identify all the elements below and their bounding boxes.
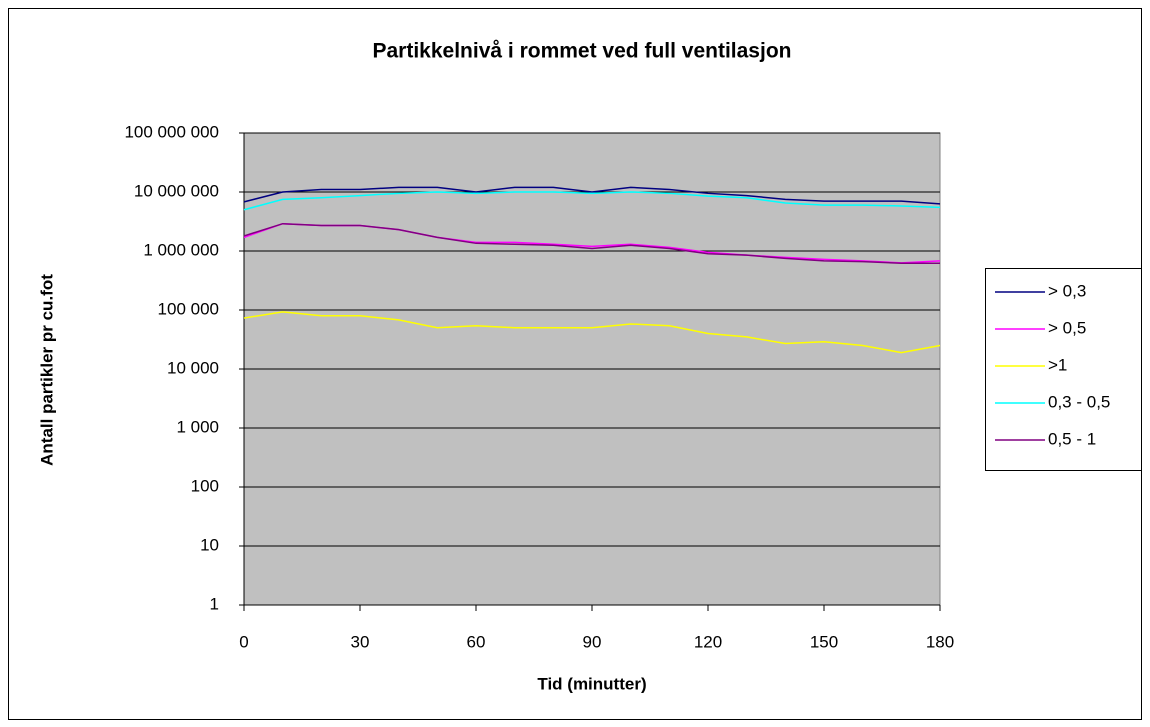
y-tick-label: 1 bbox=[210, 594, 219, 613]
legend bbox=[985, 268, 1142, 471]
y-tick-label: 1 000 bbox=[176, 417, 219, 436]
y-tick-label: 10 000 000 bbox=[134, 181, 219, 200]
series-line bbox=[243, 311, 941, 354]
x-tick-label: 90 bbox=[583, 632, 602, 651]
legend-label: > 0,3 bbox=[1048, 281, 1086, 300]
x-tick-label: 120 bbox=[694, 632, 722, 651]
y-tick-label: 10 000 bbox=[167, 358, 219, 377]
legend-label: 0,5 - 1 bbox=[1048, 429, 1096, 448]
y-axis-label: Antall partikler pr cu.fot bbox=[37, 274, 56, 466]
y-tick-label: 1 000 000 bbox=[143, 240, 219, 259]
chart-title: Partikkelnivå i rommet ved full ventilas… bbox=[373, 40, 792, 63]
legend-label: > 0,5 bbox=[1048, 318, 1086, 337]
x-tick-label: 30 bbox=[351, 632, 370, 651]
y-tick-label: 100 000 000 bbox=[124, 122, 219, 141]
x-axis-label: Tid (minutter) bbox=[537, 674, 646, 693]
y-tick-label: 10 bbox=[200, 535, 219, 554]
x-tick-label: 0 bbox=[239, 632, 248, 651]
x-tick-label: 60 bbox=[467, 632, 486, 651]
y-tick-label: 100 bbox=[191, 476, 219, 495]
x-tick-label: 180 bbox=[926, 632, 954, 651]
series-line bbox=[243, 186, 941, 205]
series-line bbox=[243, 222, 940, 264]
y-tick-label: 100 000 bbox=[158, 299, 219, 318]
legend-label: >1 bbox=[1048, 355, 1067, 374]
series-line bbox=[243, 191, 941, 211]
x-tick-label: 150 bbox=[810, 632, 838, 651]
legend-label: 0,3 - 0,5 bbox=[1048, 392, 1110, 411]
